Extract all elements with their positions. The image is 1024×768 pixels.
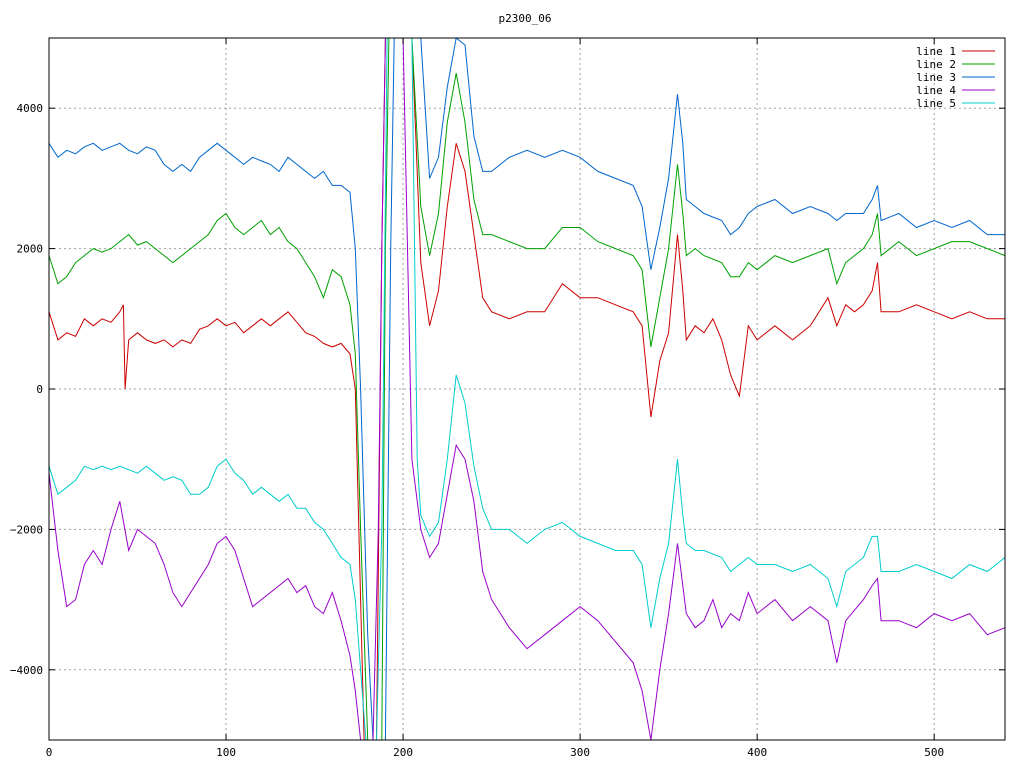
series-line-3 [49,38,1005,740]
legend-label: line 5 [916,97,956,110]
plot-frame [48,37,1006,741]
legend-label: line 4 [916,84,956,97]
x-tick-label: 0 [46,746,53,759]
grid-layer [49,38,1005,740]
x-tick-label: 100 [216,746,236,759]
legend-label: line 2 [916,58,956,71]
x-tick-label: 500 [924,746,944,759]
x-tick-label: 400 [747,746,767,759]
series-line-5 [49,38,1005,740]
x-tick-label: 300 [570,746,590,759]
y-tick-label: 2000 [17,243,44,256]
series-line-2 [49,38,1005,740]
y-tick-label: −4000 [10,664,43,677]
chart-title: p2300_06 [499,12,552,25]
x-tick-label: 200 [393,746,413,759]
legend-label: line 1 [916,45,956,58]
series-line-4 [49,38,1005,740]
ticks-layer: 0 100 200 300 400 500 −4000 −2000 0 2000 4000 [10,38,1005,759]
series-layer [49,38,1005,740]
y-tick-label: −2000 [10,523,43,536]
y-tick-label: 0 [36,383,43,396]
legend-label: line 3 [916,71,956,84]
series-line-1 [49,38,1005,740]
y-tick-label: 4000 [17,102,44,115]
